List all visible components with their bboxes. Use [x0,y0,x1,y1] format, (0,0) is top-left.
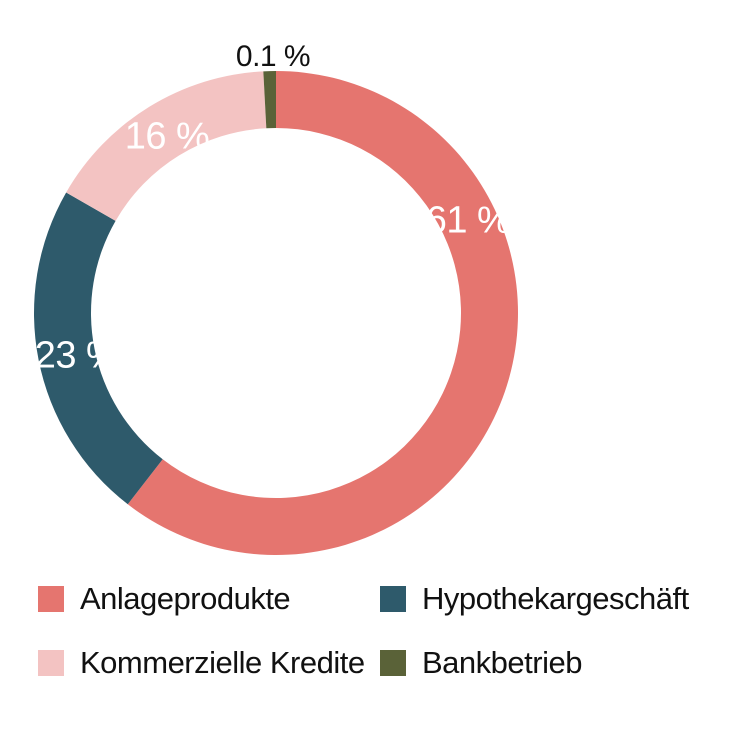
legend-item-kommerzielle-kredite: Kommerzielle Kredite [38,645,380,681]
chart-legend: Anlageprodukte Hypothekargeschäft Kommer… [38,581,689,681]
donut-segment-anlageprodukte [127,71,518,555]
donut-segment-bankbetrieb [263,70,276,129]
legend-label-anlageprodukte: Anlageprodukte [80,581,291,616]
legend-item-anlageprodukte: Anlageprodukte [38,581,380,617]
legend-swatch-bankbetrieb [380,650,406,676]
legend-label-hypothekargeschaeft: Hypothekargeschäft [422,581,689,616]
donut-segment-hypothekargeschaeft [34,192,163,505]
legend-label-kommerzielle-kredite: Kommerzielle Kredite [80,645,365,680]
value-label-anlageprodukte: 61 % [425,199,511,242]
legend-item-bankbetrieb: Bankbetrieb [380,645,689,681]
value-label-hypothekargeschaeft: 23 % [34,334,120,377]
value-label-kommerzielle-kredite: 16 % [124,115,210,158]
legend-label-bankbetrieb: Bankbetrieb [422,645,582,680]
legend-swatch-kommerzielle-kredite [38,650,64,676]
legend-item-hypothekargeschaeft: Hypothekargeschäft [380,581,689,617]
value-label-bankbetrieb: 0.1 % [235,40,311,73]
donut-segment-kommerzielle-kredite [66,71,267,221]
legend-swatch-hypothekargeschaeft [380,586,406,612]
legend-swatch-anlageprodukte [38,586,64,612]
